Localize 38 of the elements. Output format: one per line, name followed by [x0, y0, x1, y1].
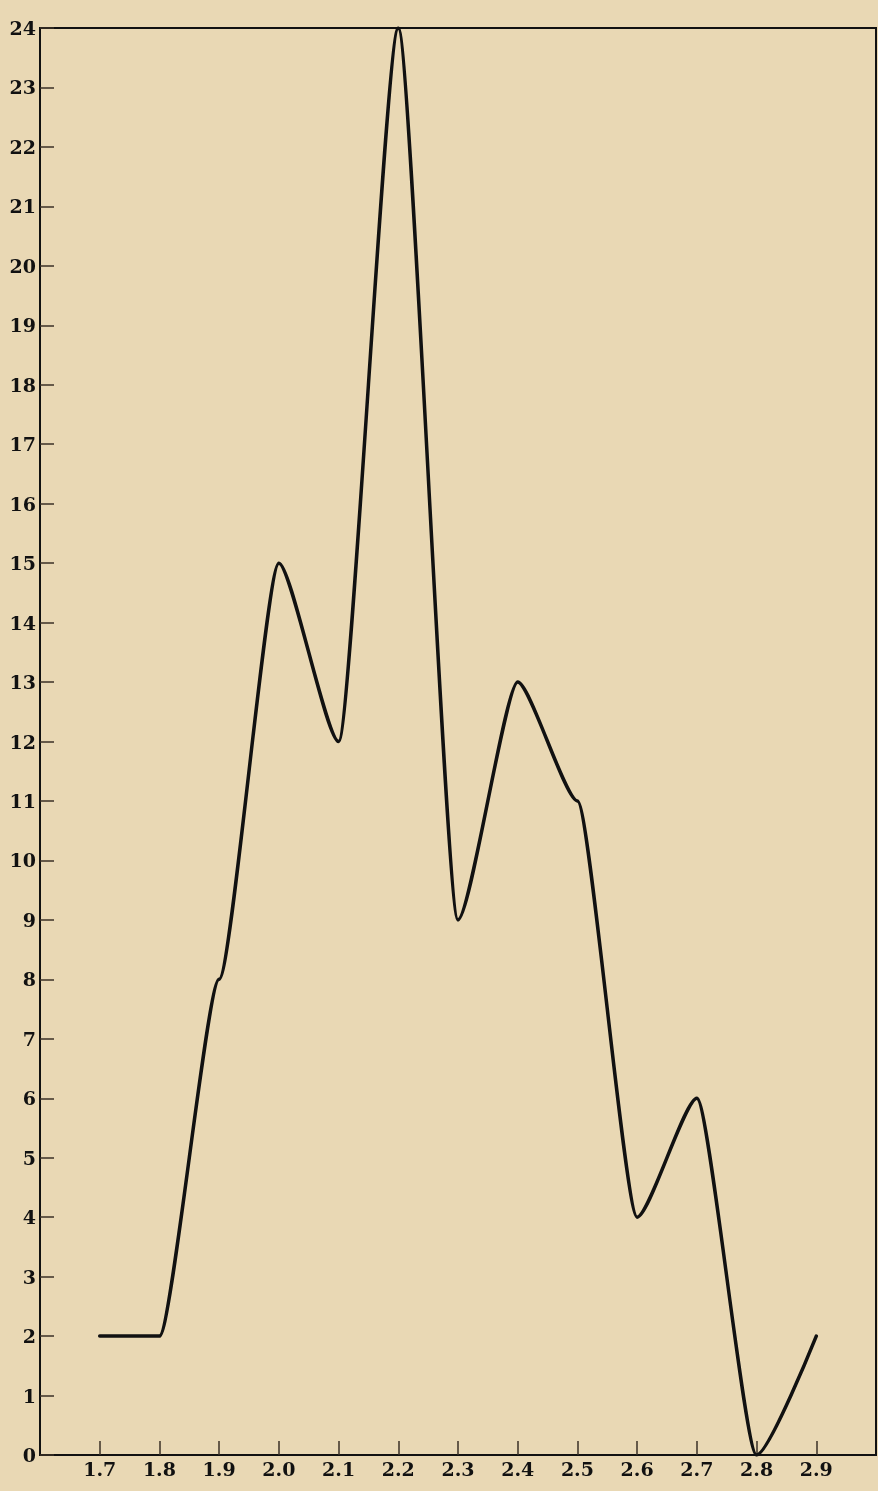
y-tick-label: 6: [22, 1087, 36, 1110]
x-tick-label: 2.8: [740, 1457, 774, 1480]
y-tick-label: 18: [9, 373, 36, 396]
y-tick-label: 3: [22, 1265, 36, 1288]
x-tick-label: 1.8: [142, 1457, 176, 1480]
y-tick-label: 15: [9, 552, 36, 575]
y-tick-label: 19: [9, 314, 36, 337]
y-tick-label: 12: [9, 730, 36, 753]
x-tick-label: 1.9: [202, 1457, 236, 1480]
y-tick-label: 11: [9, 789, 36, 812]
y-tick-label: 17: [9, 433, 36, 456]
x-tick-label: 1.7: [83, 1457, 117, 1480]
x-tick-label: 2.1: [322, 1457, 356, 1480]
y-tick-label: 0: [22, 1444, 36, 1466]
y-tick-label: 14: [9, 611, 36, 634]
y-tick-label: 20: [9, 254, 36, 277]
y-tick-label: 1: [22, 1384, 36, 1407]
x-tick-label: 2.4: [501, 1457, 535, 1480]
x-tick-label: 2.9: [799, 1457, 833, 1480]
x-tick-label: 2.5: [560, 1457, 594, 1480]
y-tick-label: 2: [22, 1325, 36, 1348]
y-tick-label: 23: [9, 76, 36, 99]
x-tick-label: 2.3: [441, 1457, 475, 1480]
y-tick-label: 9: [22, 908, 36, 931]
y-tick-label: 24: [9, 17, 36, 39]
y-tick-label: 16: [9, 492, 36, 515]
y-tick-label: 5: [22, 1146, 36, 1169]
y-tick-label: 13: [9, 671, 36, 694]
y-tick-label: 4: [22, 1206, 36, 1229]
y-tick-label: 8: [22, 968, 36, 991]
x-tick-label: 2.7: [680, 1457, 714, 1480]
x-tick-label: 2.0: [262, 1457, 296, 1480]
x-tick-label: 2.2: [381, 1457, 415, 1480]
y-tick-label: 7: [22, 1027, 36, 1050]
y-tick-label: 10: [9, 849, 36, 872]
y-tick-label: 21: [9, 195, 36, 218]
y-tick-label: 22: [9, 135, 36, 158]
x-tick-label: 2.6: [620, 1457, 654, 1480]
